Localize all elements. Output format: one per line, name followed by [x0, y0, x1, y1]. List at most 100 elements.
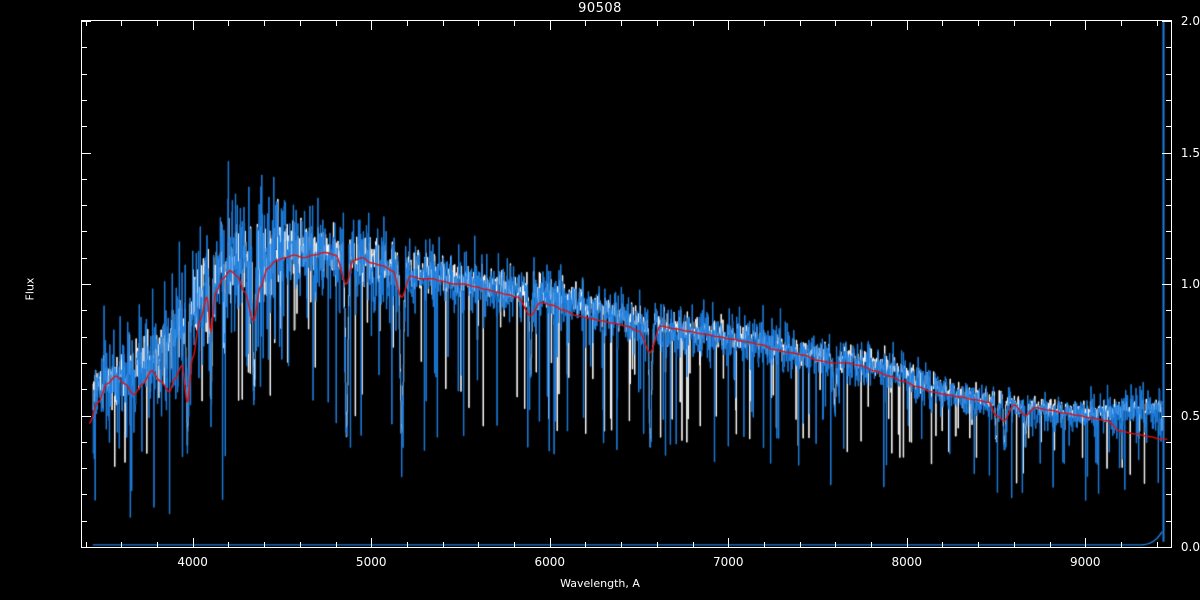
y-tick-right [1166, 231, 1171, 232]
x-tick-bottom [157, 542, 158, 547]
y-axis-tick-label: 1.0 [1180, 277, 1200, 291]
y-tick-right [1166, 47, 1171, 48]
x-tick-top [1121, 21, 1122, 26]
y-tick-right [1166, 363, 1171, 364]
y-tick-left [82, 205, 87, 206]
y-tick-right [1162, 547, 1171, 548]
y-tick-left [82, 284, 91, 285]
x-tick-bottom [121, 542, 122, 547]
y-tick-right [1166, 126, 1171, 127]
x-tick-top [871, 21, 872, 26]
x-tick-top [478, 21, 479, 26]
y-tick-left [82, 547, 91, 548]
y-tick-right [1166, 521, 1171, 522]
x-tick-top [621, 21, 622, 26]
plot-canvas-area [82, 21, 1171, 547]
x-tick-bottom [764, 542, 765, 547]
y-tick-left [82, 258, 87, 259]
x-tick-top [942, 21, 943, 26]
y-tick-left [82, 231, 87, 232]
x-tick-top [1157, 21, 1158, 26]
y-tick-right [1162, 416, 1171, 417]
x-tick-bottom [514, 542, 515, 547]
x-tick-top [907, 21, 908, 30]
y-axis-tick-labels [0, 0, 73, 600]
x-tick-top [1050, 21, 1051, 26]
plot-frame [81, 20, 1172, 548]
x-tick-bottom [550, 538, 551, 547]
x-tick-top [407, 21, 408, 26]
y-tick-right [1162, 153, 1171, 154]
y-tick-left [82, 153, 91, 154]
y-tick-right [1166, 468, 1171, 469]
x-axis-tick-label: 8000 [891, 555, 923, 569]
x-tick-bottom [657, 542, 658, 547]
x-tick-top [693, 21, 694, 26]
y-tick-left [82, 337, 87, 338]
y-axis-tick-label: 0.5 [1180, 408, 1200, 423]
spectrum-canvas [82, 21, 1171, 547]
x-tick-bottom [942, 542, 943, 547]
x-tick-top [800, 21, 801, 26]
y-tick-right [1166, 258, 1171, 259]
y-tick-left [82, 468, 87, 469]
y-tick-right [1166, 179, 1171, 180]
x-axis-title: Wavelength, A [560, 577, 640, 590]
y-axis-tick-label: 2.0 [1180, 14, 1200, 28]
x-axis-tick-label: 7000 [712, 555, 744, 569]
x-axis-tick-label: 5000 [355, 555, 387, 569]
x-tick-bottom [300, 542, 301, 547]
y-tick-left [82, 521, 87, 522]
y-tick-right [1162, 21, 1171, 22]
x-tick-bottom [193, 538, 194, 547]
plot-title: 90508 [578, 1, 622, 16]
x-tick-bottom [978, 542, 979, 547]
y-axis-tick-label: 0.0 [1180, 540, 1200, 554]
x-tick-top [728, 21, 729, 30]
y-tick-left [82, 74, 87, 75]
y-tick-right [1166, 337, 1171, 338]
y-tick-right [1166, 442, 1171, 443]
x-tick-bottom [407, 542, 408, 547]
x-tick-top [228, 21, 229, 26]
x-tick-bottom [336, 542, 337, 547]
y-tick-right [1166, 100, 1171, 101]
y-tick-left [82, 494, 87, 495]
x-tick-bottom [693, 542, 694, 547]
x-tick-top [835, 21, 836, 26]
y-tick-right [1166, 310, 1171, 311]
x-tick-bottom [86, 542, 87, 547]
x-tick-top [514, 21, 515, 26]
x-tick-bottom [800, 542, 801, 547]
y-axis-title: Flux [23, 277, 37, 301]
x-tick-bottom [1121, 542, 1122, 547]
x-tick-bottom [1014, 542, 1015, 547]
x-tick-top [264, 21, 265, 26]
x-tick-bottom [907, 538, 908, 547]
x-tick-top [193, 21, 194, 30]
x-tick-top [1085, 21, 1086, 30]
x-tick-bottom [228, 542, 229, 547]
x-tick-top [336, 21, 337, 26]
x-tick-bottom [621, 542, 622, 547]
x-tick-bottom [371, 538, 372, 547]
x-tick-bottom [728, 538, 729, 547]
x-tick-bottom [478, 542, 479, 547]
y-tick-right [1166, 494, 1171, 495]
x-tick-top [585, 21, 586, 26]
y-tick-left [82, 126, 87, 127]
y-tick-left [82, 179, 87, 180]
y-tick-left [82, 310, 87, 311]
x-tick-bottom [1157, 542, 1158, 547]
x-axis-tick-label: 9000 [1070, 555, 1101, 569]
y-tick-right [1166, 205, 1171, 206]
y-tick-right [1162, 284, 1171, 285]
x-tick-bottom [871, 542, 872, 547]
x-tick-top [550, 21, 551, 30]
x-tick-top [1014, 21, 1015, 26]
y-tick-right [1166, 389, 1171, 390]
x-tick-top [443, 21, 444, 26]
x-tick-bottom [1085, 538, 1086, 547]
x-tick-top [157, 21, 158, 26]
y-tick-left [82, 363, 87, 364]
